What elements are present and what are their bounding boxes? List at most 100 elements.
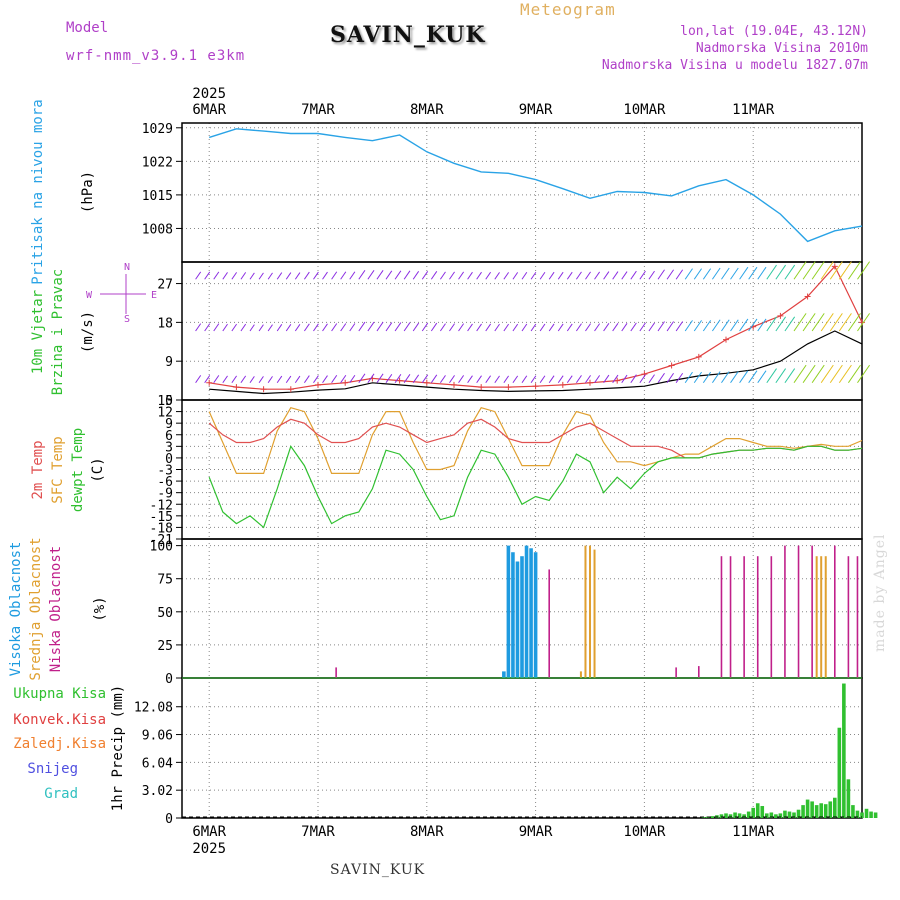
y-tick-label: 75 [157,573,173,588]
gust-marker [804,293,811,300]
wind-barb [575,323,582,332]
elevation-text: Nadmorska Visina 2010m [695,41,868,56]
wind-barb [648,322,655,332]
precip-bar [864,808,869,818]
wind-barb [313,271,319,280]
wind-barb [820,313,834,332]
wind-barb [793,261,807,280]
wind-barb [303,375,310,384]
y-tick-label: 9.06 [142,729,173,744]
wind-title-line1: 10m Vjetar [30,290,46,374]
wind-barb [711,371,721,384]
wind-barb [820,261,834,280]
wind-barb [467,375,473,384]
wind-barb [240,375,247,384]
wind-barb [594,323,601,332]
y-tick-label: 15 [157,394,173,409]
wind-barb [195,323,202,332]
wind-barb [430,271,438,280]
wind-barb [303,271,310,280]
high-cloud-title: Visoka Oblacnost [8,542,24,677]
gust-marker [315,381,321,388]
wind-barb [829,313,843,332]
low-cloud-bar [698,666,700,678]
bottom-date-label: 6MAR [192,824,226,840]
top-year-label: 2025 [192,86,226,102]
top-date-label: 11MAR [732,102,775,118]
y-tick-label: 1022 [142,155,173,170]
low-cloud-bar [770,556,773,678]
y-tick-label: 12 [157,406,173,421]
wind-barb [222,375,228,384]
y-tick-label: 3 [165,440,173,455]
gust-marker [287,386,294,393]
wind-barb [639,374,646,384]
wind-barb [276,272,283,280]
coords-text: lon,lat (19.04E, 43.12N) [680,24,868,39]
compass-s: S [124,314,130,325]
wind-barb [376,270,384,280]
gust-marker [587,379,593,386]
wind-barb [847,313,861,332]
wind-barb [702,371,712,384]
wind-barb [449,323,455,332]
wind-barb [621,323,628,332]
gust-marker [233,384,240,391]
wind-barb [367,321,375,332]
wind-barb [766,316,777,332]
wind-barb [784,264,796,280]
precip-bar [728,814,733,818]
precip-bar [737,813,742,818]
low-cloud-bar [548,569,550,678]
temp2m-title: 2m Temp [30,440,46,499]
wind-barb [421,271,429,280]
wind-barb [603,323,610,332]
wind-barb [349,323,356,332]
bottom-date-label: 7MAR [301,824,335,840]
low-cloud-bar [811,545,813,678]
wind-barb [775,368,787,384]
gust-marker [559,381,566,388]
wind-barb [693,268,702,280]
wind-barb [403,322,411,332]
wind-barb [494,323,500,332]
wind-barb [204,271,211,280]
wind-barb [476,323,482,332]
pressure-line [208,128,863,243]
wind-barb [521,271,528,280]
gust-marker [260,386,267,393]
wind-barb [213,271,220,280]
precip-bar [810,801,814,818]
precip-bar [851,805,855,818]
precip-legend-item: Zaledj.Kisa [13,736,106,752]
precip-bar [842,683,846,818]
wind-barb [340,323,347,332]
wind-barb [748,266,758,280]
mid-cloud-bar [579,671,582,678]
wind-barb [331,323,338,332]
mid-cloud-bar [815,556,818,678]
wind-barb [476,271,482,280]
wind-barb [285,375,292,384]
wind-barb [612,374,619,384]
wind-barb [258,324,264,332]
top-date-label: 9MAR [519,102,553,118]
mid-cloud-title: Srednja Oblacnost [28,537,44,680]
wind-barb [458,271,465,280]
wind-barb [802,261,816,280]
wind-barb [222,272,228,280]
wind-barb [530,323,537,332]
wind-barb [530,271,537,280]
y-tick-label: 25 [157,639,173,654]
low-cloud-bar [834,545,836,678]
high-cloud-bar-group [502,545,538,678]
gust-marker [478,384,485,391]
gust-marker [532,383,539,390]
pressure-panel: 1008 1015 1022 1029 [142,122,863,263]
wind-barb [367,373,375,384]
wind-barb [467,323,473,332]
model-elevation-text: Nadmorska Visina u modelu 1827.07m [601,58,868,73]
wind-barb [349,374,356,384]
precip-bar [814,805,819,818]
wind-barb [603,271,610,280]
